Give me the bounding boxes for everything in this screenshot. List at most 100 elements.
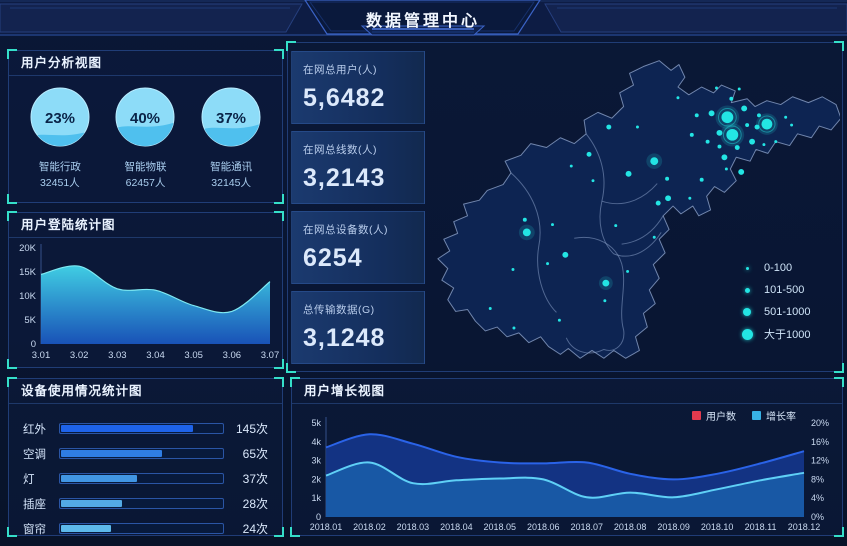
map-dot xyxy=(602,279,610,287)
stat-card-label: 在网总用户(人) xyxy=(303,64,377,76)
map-legend-label: 101-500 xyxy=(764,284,805,296)
gauge-count: 32145人 xyxy=(211,177,251,189)
map-dot xyxy=(562,251,569,258)
svg-text:5K: 5K xyxy=(24,315,36,326)
svg-text:4k: 4k xyxy=(311,437,321,447)
map-dot xyxy=(665,176,670,181)
login-area-chart: 0 5K 10K 15K 20K 3.01 3.02 3.03 3.04 3.05 3.06 3.07 xyxy=(9,238,282,369)
corner-bracket xyxy=(7,527,17,537)
map-dot xyxy=(699,177,704,182)
corner-bracket xyxy=(286,363,296,373)
svg-text:3.04: 3.04 xyxy=(146,350,165,361)
svg-text:3.01: 3.01 xyxy=(32,350,51,361)
bar-label: 灯 xyxy=(23,473,35,486)
bar-row-灯: 灯 37次 xyxy=(23,466,268,491)
map-dot xyxy=(774,140,778,144)
svg-text:3.06: 3.06 xyxy=(223,350,242,361)
map-dot xyxy=(737,87,741,91)
map-legend-item[interactable]: 大于1000 xyxy=(740,323,811,345)
stat-card-value: 3,2143 xyxy=(303,164,386,192)
bar-fill xyxy=(61,525,111,532)
corner-bracket xyxy=(7,211,17,221)
svg-text:2018.04: 2018.04 xyxy=(440,522,473,532)
legend-swatch-icon xyxy=(752,411,761,420)
bar-fill xyxy=(61,475,137,482)
growth-legend-item-增长率[interactable]: 增长率 xyxy=(752,408,796,423)
corner-bracket xyxy=(834,527,844,537)
map-dot xyxy=(721,154,728,161)
svg-text:2018.09: 2018.09 xyxy=(657,522,690,532)
stat-card: 总传输数据(G) 3,1248 xyxy=(291,291,425,364)
map-dot xyxy=(488,307,492,310)
panel-user-analysis: 用户分析视图 23% 智能行政 32451人 40% 智能物联 62457人 37% 智能通讯… xyxy=(7,49,284,204)
map-dot xyxy=(754,124,760,130)
bar-fill xyxy=(61,450,163,457)
corner-bracket xyxy=(7,194,17,204)
stat-card-label: 在网总设备数(人) xyxy=(303,224,388,236)
svg-text:5k: 5k xyxy=(311,418,321,428)
map-dot xyxy=(676,96,680,100)
bar-label: 红外 xyxy=(23,423,46,436)
bar-value: 145次 xyxy=(235,422,268,436)
svg-text:8%: 8% xyxy=(811,474,824,484)
map-legend-dot-icon xyxy=(740,287,754,293)
bar-row-插座: 插座 28次 xyxy=(23,491,268,516)
gauge-count: 32451人 xyxy=(39,177,80,189)
header-decoration xyxy=(0,0,847,36)
svg-text:2k: 2k xyxy=(311,474,321,484)
corner-bracket xyxy=(7,49,17,59)
legend-swatch-icon xyxy=(692,411,701,420)
map-legend-item[interactable]: 101-500 xyxy=(740,279,811,301)
map-dot xyxy=(665,195,672,202)
corner-bracket xyxy=(274,527,284,537)
corner-bracket xyxy=(274,194,284,204)
bar-fill xyxy=(61,500,123,507)
corner-bracket xyxy=(834,377,844,387)
panel-login-stats: 用户登陆统计图 0 5K 10K 15K 20K 3.01 3.02 3.03 3.04 3.05… xyxy=(7,211,284,369)
map-dot xyxy=(741,105,748,112)
stat-card-value: 5,6482 xyxy=(303,84,386,112)
growth-legend-item-用户数[interactable]: 用户数 xyxy=(692,408,736,423)
bar-fill xyxy=(61,425,194,432)
map-dot xyxy=(652,235,656,239)
gauge-智能通讯: 37% 智能通讯 32145人 xyxy=(191,86,271,190)
map-legend-item[interactable]: 0-100 xyxy=(740,257,811,279)
svg-text:1k: 1k xyxy=(311,493,321,503)
map-dot xyxy=(688,196,692,200)
svg-text:2018.06: 2018.06 xyxy=(527,522,560,532)
map-dot xyxy=(716,129,723,136)
map-legend-dot-icon xyxy=(740,266,754,270)
svg-text:40%: 40% xyxy=(130,110,160,127)
corner-bracket xyxy=(274,49,284,59)
map-dot xyxy=(708,110,715,117)
growth-chart-legend: 用户数 增长率 xyxy=(692,408,796,423)
svg-text:2018.08: 2018.08 xyxy=(614,522,647,532)
svg-text:2018.05: 2018.05 xyxy=(484,522,517,532)
map-dot xyxy=(694,113,699,118)
gauge-智能物联: 40% 智能物联 62457人 xyxy=(105,86,185,190)
svg-text:20K: 20K xyxy=(19,243,37,254)
svg-text:2018.11: 2018.11 xyxy=(745,522,777,532)
panel-title-user-growth: 用户增长视图 xyxy=(292,379,842,404)
map-dot xyxy=(569,164,573,168)
map-dot xyxy=(717,144,722,149)
panel-user-growth: 用户增长视图 用户数 增长率 0 1k 2k 3k 4k 5k 0% 4% 8% 12% 16% 20%… xyxy=(290,377,844,537)
svg-text:2018.10: 2018.10 xyxy=(701,522,734,532)
map-legend-item[interactable]: 501-1000 xyxy=(740,301,811,323)
map-dot xyxy=(557,318,561,322)
gauge-label: 智能行政 xyxy=(38,161,81,173)
svg-text:16%: 16% xyxy=(811,437,829,447)
svg-text:2018.12: 2018.12 xyxy=(788,522,821,532)
svg-text:15K: 15K xyxy=(19,267,37,278)
stat-card-value: 6254 xyxy=(303,244,363,272)
bar-label: 窗帘 xyxy=(23,523,46,536)
panel-title-login-stats: 用户登陆统计图 xyxy=(9,213,282,238)
map-dot xyxy=(591,179,595,183)
corner-bracket xyxy=(286,41,296,51)
gauge-label: 智能通讯 xyxy=(210,161,253,173)
svg-text:3.03: 3.03 xyxy=(108,350,127,361)
svg-text:3.02: 3.02 xyxy=(70,350,89,361)
map-dot xyxy=(705,139,710,144)
map-dot xyxy=(738,168,745,175)
